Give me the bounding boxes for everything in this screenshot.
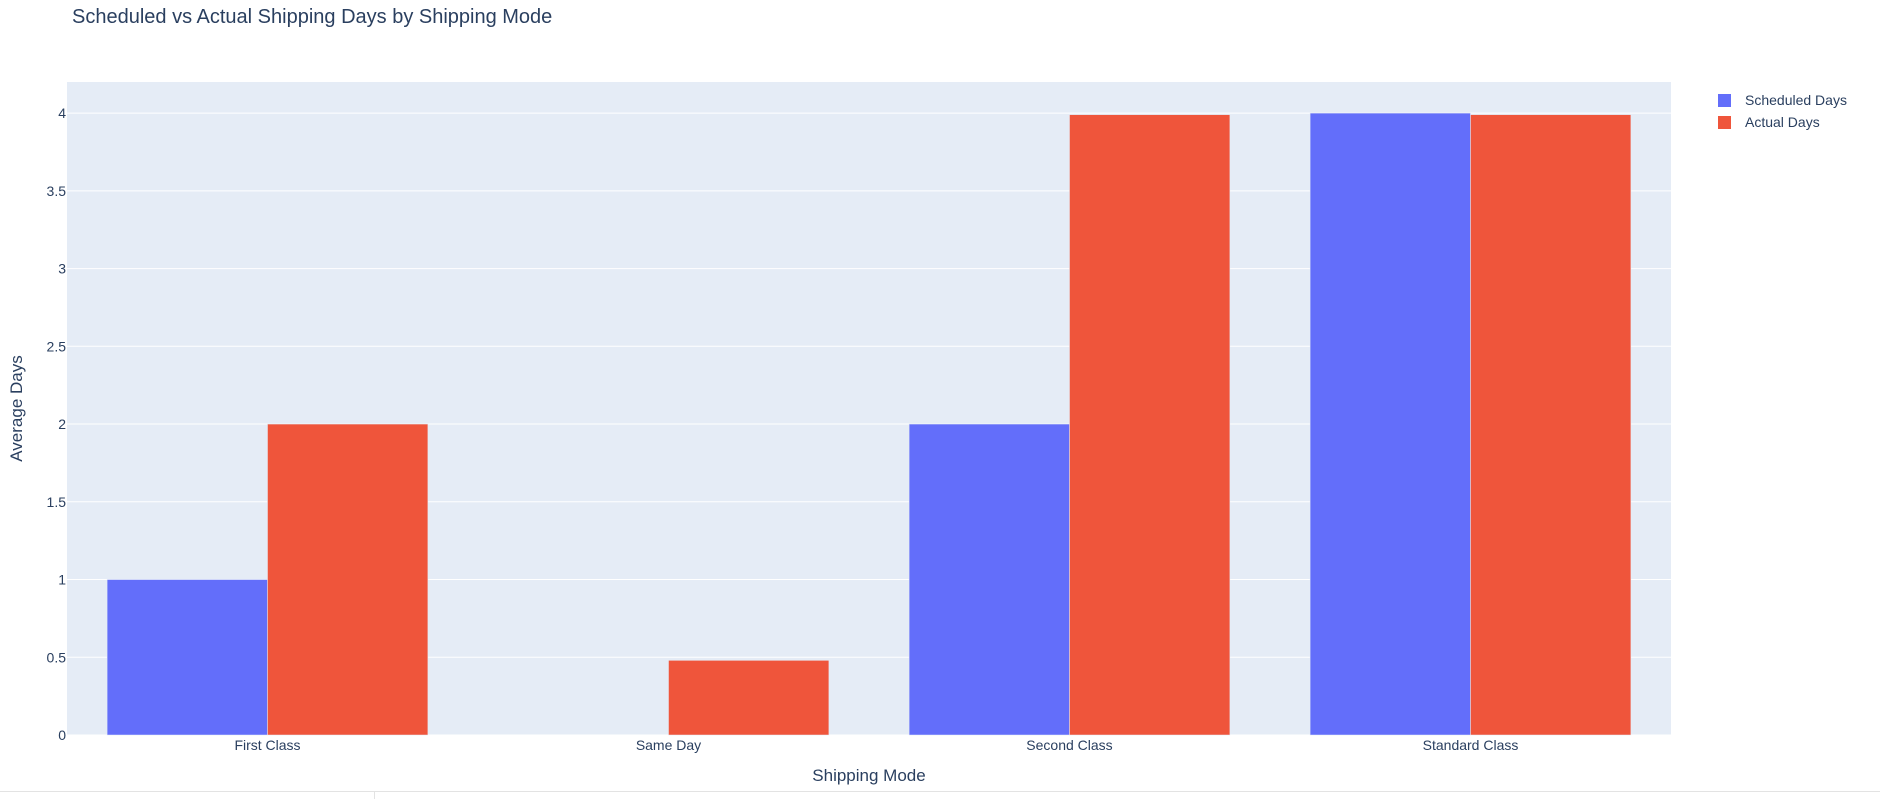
- x-tick-label: Second Class: [1026, 737, 1112, 753]
- bar-actual-days-standard-class[interactable]: [1470, 114, 1632, 736]
- x-axis-title: Shipping Mode: [812, 766, 925, 785]
- y-tick-label: 4: [58, 105, 66, 121]
- bar-actual-days-second-class[interactable]: [1069, 114, 1231, 736]
- y-axis-title: Average Days: [7, 355, 26, 461]
- legend-label-scheduled-days: Scheduled Days: [1745, 92, 1847, 108]
- y-tick-label: 2: [58, 416, 66, 432]
- y-tick-label: 3: [58, 261, 66, 277]
- y-tick-label: 1.5: [47, 494, 67, 510]
- bar-scheduled-days-first-class[interactable]: [106, 579, 268, 736]
- x-tick-label: First Class: [234, 737, 300, 753]
- x-tick-label: Standard Class: [1423, 737, 1519, 753]
- chart-title: Scheduled vs Actual Shipping Days by Shi…: [72, 6, 553, 28]
- y-tick-label: 3.5: [47, 183, 67, 199]
- x-axis-ticks: First Class Same Day Second Class Standard …: [234, 737, 1518, 753]
- bar-actual-days-same-day[interactable]: [668, 660, 830, 736]
- x-tick-label: Same Day: [636, 737, 701, 753]
- y-tick-label: 0.5: [47, 649, 67, 665]
- y-tick-label: 0: [58, 727, 66, 743]
- bars: [106, 112, 1632, 736]
- legend-label-actual-days: Actual Days: [1745, 114, 1820, 130]
- legend-item-actual-days[interactable]: Actual Days: [1718, 111, 1847, 133]
- legend-swatch-actual-days: [1718, 115, 1731, 129]
- bottom-divider: [374, 792, 375, 799]
- y-axis-ticks: 0 0.5 1 1.5 2 2.5 3 3.5 4: [47, 105, 67, 743]
- y-tick-label: 2.5: [47, 338, 67, 354]
- bar-scheduled-days-standard-class[interactable]: [1309, 112, 1471, 736]
- legend: Scheduled Days Actual Days: [1718, 89, 1847, 133]
- bottom-strip: [0, 791, 1880, 799]
- y-tick-label: 1: [58, 572, 66, 588]
- legend-item-scheduled-days[interactable]: Scheduled Days: [1718, 89, 1847, 111]
- bar-scheduled-days-second-class[interactable]: [908, 423, 1070, 736]
- bar-actual-days-first-class[interactable]: [267, 423, 429, 736]
- legend-swatch-scheduled-days: [1718, 93, 1731, 107]
